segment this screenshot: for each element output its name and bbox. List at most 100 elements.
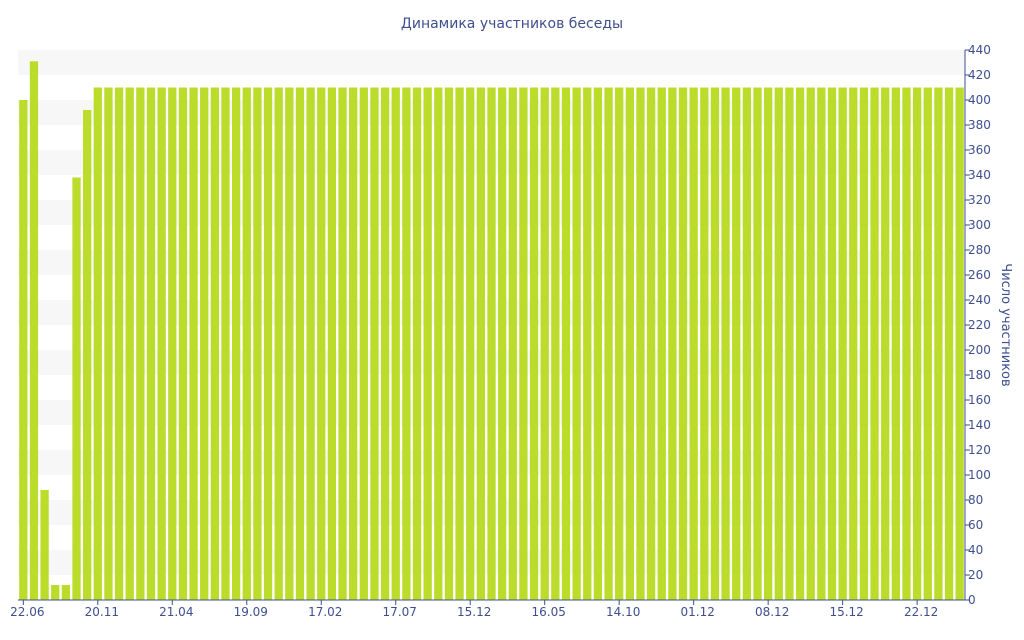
bar <box>93 87 102 600</box>
y-tick-label: 120 <box>968 443 991 457</box>
bar <box>210 87 219 600</box>
bar <box>732 87 741 600</box>
bar <box>391 87 400 600</box>
y-tick-label: 380 <box>968 118 991 132</box>
x-tick-label: 16.05 <box>532 605 566 619</box>
bar <box>497 87 507 600</box>
x-tick-label: 08.12 <box>755 605 789 619</box>
y-tick-label: 40 <box>968 543 983 557</box>
bar <box>881 87 890 600</box>
bar <box>327 87 337 600</box>
bar <box>72 177 81 600</box>
bar <box>168 87 177 600</box>
y-tick-label: 280 <box>968 243 991 257</box>
chart-title: Динамика участников беседы <box>401 16 623 32</box>
bar <box>83 110 92 600</box>
y-tick-label: 340 <box>968 168 991 182</box>
bar <box>455 87 464 600</box>
bar <box>412 87 422 600</box>
bar <box>891 87 900 600</box>
bar <box>700 87 709 600</box>
bar <box>444 87 454 600</box>
bar <box>40 490 49 600</box>
bar <box>157 87 166 600</box>
bar <box>636 87 645 600</box>
bar <box>380 87 390 600</box>
y-tick-label: 100 <box>968 468 991 482</box>
bar <box>125 87 134 600</box>
bar <box>795 87 805 600</box>
x-tick-label: 20.11 <box>85 605 119 619</box>
bar <box>827 87 837 600</box>
bar <box>178 87 188 600</box>
bar <box>200 87 209 600</box>
y-axis-ticks: 0 20 40 60 80 100 120 140 160 180 200 220 240 260 280 3… <box>965 43 991 607</box>
bar <box>934 87 943 600</box>
x-tick-label: 21.04 <box>159 605 193 619</box>
bar <box>774 87 783 600</box>
bar <box>710 87 720 600</box>
bar <box>817 87 826 600</box>
bar <box>51 585 60 600</box>
bar <box>561 87 571 600</box>
y-tick-label: 200 <box>968 343 991 357</box>
bar <box>583 87 592 600</box>
bar <box>253 87 262 600</box>
y-tick-label: 220 <box>968 318 991 332</box>
bar <box>764 87 773 600</box>
bar <box>104 87 113 600</box>
bar <box>668 87 677 600</box>
bar <box>402 87 411 600</box>
bar <box>423 87 432 600</box>
bar <box>615 87 624 600</box>
bar <box>806 87 815 600</box>
x-tick-label: 01.12 <box>680 605 714 619</box>
y-tick-label: 140 <box>968 418 991 432</box>
y-tick-label: 440 <box>968 43 991 57</box>
bar <box>519 87 528 600</box>
bar <box>955 87 964 600</box>
y-tick-label: 80 <box>968 493 983 507</box>
bar <box>604 87 613 600</box>
bar <box>61 585 71 600</box>
y-tick-label: 320 <box>968 193 991 207</box>
bar <box>785 87 794 600</box>
y-tick-label: 20 <box>968 568 983 582</box>
bar <box>349 87 358 600</box>
bar <box>466 87 475 600</box>
x-tick-label: 19.09 <box>234 605 268 619</box>
y-tick-label: 360 <box>968 143 991 157</box>
bar <box>859 87 869 600</box>
bar <box>19 100 28 600</box>
bar <box>944 87 954 600</box>
y-tick-label: 60 <box>968 518 983 532</box>
bar <box>136 87 145 600</box>
y-tick-label: 400 <box>968 93 991 107</box>
bar <box>146 87 156 600</box>
bar <box>657 87 666 600</box>
bar <box>359 87 368 600</box>
bar <box>242 87 251 600</box>
y-tick-label: 300 <box>968 218 991 232</box>
bar <box>753 87 762 600</box>
bar <box>285 87 294 600</box>
x-axis-ticks: 22.06 20.11 21.04 19.09 17.02 17.07 15.12 16.05… <box>10 600 938 619</box>
y-tick-label: 180 <box>968 368 991 382</box>
bar <box>476 87 486 600</box>
y-axis-label: Число участников <box>998 263 1013 386</box>
bar <box>593 87 603 600</box>
y-tick-label: 160 <box>968 393 991 407</box>
x-tick-label: 17.07 <box>383 605 417 619</box>
bar <box>338 87 347 600</box>
bar <box>540 87 549 600</box>
bar <box>29 61 39 600</box>
bar <box>870 87 879 600</box>
y-tick-label: 420 <box>968 68 991 82</box>
x-tick-label: 22.12 <box>904 605 938 619</box>
x-tick-label: 22.06 <box>10 605 44 619</box>
bar <box>487 87 496 600</box>
bar <box>263 87 273 600</box>
bar <box>625 87 634 600</box>
grid-band <box>18 50 965 75</box>
y-tick-label: 240 <box>968 293 991 307</box>
